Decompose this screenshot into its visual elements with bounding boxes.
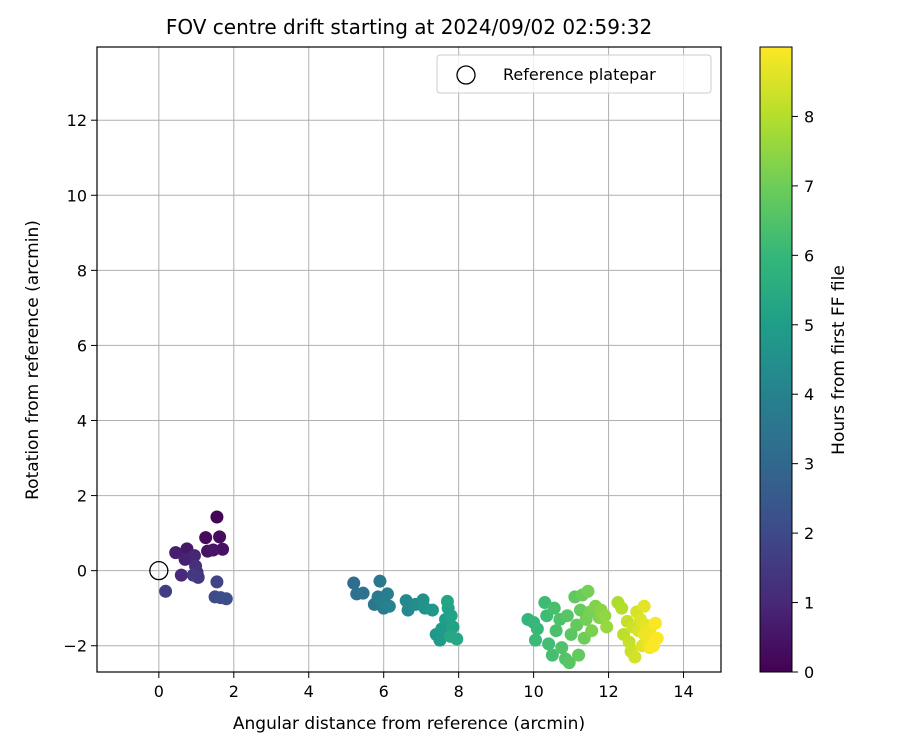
scatter-point (564, 627, 578, 641)
scatter-point (572, 648, 586, 662)
reference-platepar-marker (149, 560, 169, 581)
scatter-point (637, 627, 651, 641)
scatter-point (216, 542, 230, 556)
scatter-point (560, 609, 574, 623)
legend-box (436, 54, 712, 94)
scatter-point (545, 648, 559, 662)
scatter-point (570, 618, 584, 632)
plot-frame (96, 46, 722, 673)
scatter-point (628, 650, 642, 664)
y-tick-label: 10 (67, 186, 87, 205)
scatter-point (581, 584, 595, 598)
scatter-point (187, 549, 201, 563)
colorbar-ticks: 0 1 2 3 4 5 6 7 8 (792, 107, 814, 682)
legend: Reference platepar (436, 54, 712, 94)
scatter-point (530, 622, 544, 636)
y-axis-label: Rotation from reference (arcmin) (23, 220, 43, 500)
colorbar-tick-label: 2 (804, 524, 814, 543)
colorbar-tick-label: 6 (804, 246, 814, 265)
x-axis-label: Angular distance from reference (arcmin) (233, 714, 585, 734)
gridlines (97, 47, 721, 672)
y-tick-label: 6 (77, 336, 87, 355)
colorbar-tick-label: 4 (804, 385, 814, 404)
scatter-point (210, 575, 224, 589)
colorbar-tick-label: 3 (804, 455, 814, 474)
scatter-point (598, 609, 612, 623)
scatter-point (444, 609, 458, 623)
legend-entry-reference: Reference platepar (503, 65, 656, 84)
colorbar-tick-label: 7 (804, 177, 814, 196)
scatter-point (213, 530, 227, 544)
scatter-point (425, 603, 439, 617)
colorbar-tick-label: 0 (804, 663, 814, 682)
x-axis-ticks: 0 2 4 6 8 10 12 14 (154, 672, 694, 701)
x-tick-label: 12 (598, 682, 618, 701)
data-points (159, 510, 664, 670)
scatter-point (219, 592, 233, 606)
y-tick-label: 2 (77, 487, 87, 506)
colorbar-tick-label: 5 (804, 316, 814, 335)
x-tick-label: 0 (154, 682, 164, 701)
legend-marker-reference (456, 65, 476, 85)
scatter-point (433, 633, 447, 647)
scatter-point (174, 568, 188, 582)
y-axis-ticks: −2 0 2 4 6 8 10 12 (63, 111, 97, 656)
scatter-point (528, 633, 542, 647)
x-tick-label: 8 (454, 682, 464, 701)
scatter-point (373, 574, 387, 588)
colorbar: 0 1 2 3 4 5 6 7 8 Hours from first FF file (759, 46, 849, 682)
x-tick-label: 2 (229, 682, 239, 701)
scatter-point (555, 641, 569, 655)
plot-area (96, 46, 722, 673)
scatter-point (210, 510, 224, 524)
y-tick-label: −2 (63, 637, 87, 656)
colorbar-tick-label: 1 (804, 594, 814, 613)
reference-layer (149, 560, 169, 581)
scatter-point (356, 586, 370, 600)
y-tick-label: 12 (67, 111, 87, 130)
scatter-point (562, 656, 576, 670)
scatter-point (347, 576, 361, 590)
x-tick-label: 10 (523, 682, 543, 701)
y-tick-label: 8 (77, 261, 87, 280)
scatter-point (450, 632, 464, 646)
scatter-point (538, 596, 552, 610)
scatter-point (542, 637, 556, 651)
chart-title: FOV centre drift starting at 2024/09/02 … (166, 15, 652, 39)
scatter-point (440, 594, 454, 608)
scatter-point (647, 639, 661, 653)
colorbar-tick-label: 8 (804, 107, 814, 126)
scatter-point (637, 599, 651, 613)
x-tick-label: 4 (304, 682, 314, 701)
scatter-point (600, 620, 614, 634)
x-tick-label: 6 (379, 682, 389, 701)
scatter-point (547, 601, 561, 615)
scatter-point (648, 616, 662, 630)
scatter-point (585, 624, 599, 638)
scatter-point (615, 601, 629, 615)
scatter-point (206, 543, 220, 557)
colorbar-gradient (759, 46, 793, 673)
y-tick-label: 4 (77, 411, 87, 430)
scatter-point (549, 624, 563, 638)
colorbar-label: Hours from first FF file (829, 265, 849, 455)
scatter-point (169, 546, 183, 560)
scatter-point (186, 568, 200, 582)
scatter-point (159, 584, 173, 598)
y-tick-label: 0 (77, 562, 87, 581)
scatter-point (199, 531, 213, 545)
scatter-point (382, 599, 396, 613)
x-tick-label: 14 (673, 682, 693, 701)
